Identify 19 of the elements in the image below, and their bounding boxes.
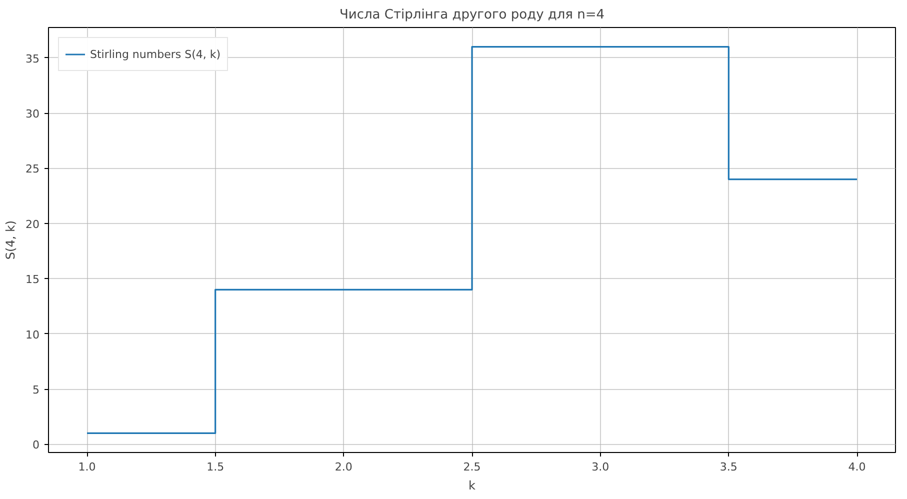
x-tick-label: 4.0 [848, 460, 866, 474]
legend-label: Stirling numbers S(4, k) [90, 48, 221, 60]
y-tick-label: 0 [32, 438, 40, 452]
y-tick-label: 20 [26, 218, 40, 231]
y-tick-label: 35 [26, 52, 40, 66]
y-tick-label: 10 [26, 328, 40, 342]
x-tick-label: 3.5 [720, 460, 738, 474]
y-tick-label: 25 [26, 162, 40, 176]
chart-title: Числа Стірлінга другого роду для n=4 [339, 8, 605, 22]
x-tick-label: 1.5 [206, 460, 224, 474]
y-tick-label: 5 [32, 384, 40, 397]
x-axis-title: k [468, 478, 476, 492]
y-tick-label: 30 [26, 108, 40, 121]
x-tick-label: 1.0 [78, 460, 96, 474]
y-axis-title: S(4, k) [4, 220, 18, 260]
x-tick-label: 2.5 [463, 460, 481, 474]
x-tick-label: 3.0 [592, 460, 610, 474]
y-tick-label: 15 [26, 273, 40, 286]
x-tick-label: 2.0 [334, 460, 352, 474]
